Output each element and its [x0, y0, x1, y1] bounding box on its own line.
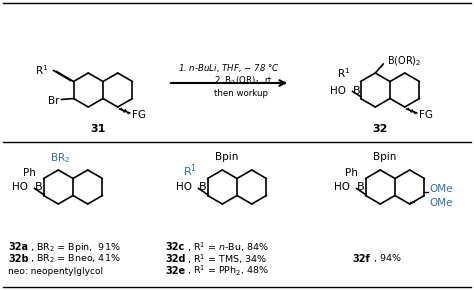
Text: FG: FG: [132, 110, 146, 120]
Text: 32d: 32d: [165, 254, 185, 264]
Text: BR$_2$: BR$_2$: [50, 151, 71, 165]
Text: 31: 31: [91, 124, 106, 134]
Text: 1. $n$-BuLi, THF, $-$ 78 °C: 1. $n$-BuLi, THF, $-$ 78 °C: [178, 62, 280, 74]
Text: R$^1$: R$^1$: [337, 67, 351, 80]
Text: R$^1$: R$^1$: [183, 162, 198, 179]
Text: , 94%: , 94%: [374, 255, 401, 264]
Text: FG: FG: [419, 110, 433, 120]
Text: Bpin: Bpin: [215, 152, 238, 162]
Text: B: B: [357, 182, 365, 193]
Text: 32e: 32e: [165, 266, 185, 276]
Text: then workup: then workup: [214, 88, 268, 97]
Text: , R$^1$ = $n$-Bu, 84%: , R$^1$ = $n$-Bu, 84%: [187, 240, 269, 254]
Text: Ph: Ph: [345, 168, 357, 177]
Text: B: B: [199, 182, 206, 193]
Text: R$^1$: R$^1$: [35, 64, 48, 77]
Text: OMe: OMe: [429, 198, 453, 209]
Text: , R$^1$ = PPh$_2$, 48%: , R$^1$ = PPh$_2$, 48%: [187, 264, 269, 278]
Text: Bpin: Bpin: [373, 152, 396, 162]
Text: 32c: 32c: [165, 242, 184, 252]
Text: 32b: 32b: [8, 254, 28, 264]
Text: 32a: 32a: [8, 242, 28, 252]
Text: Ph: Ph: [23, 168, 36, 177]
Text: , BR$_2$ = Bpin,  91%: , BR$_2$ = Bpin, 91%: [30, 240, 120, 253]
Text: HO: HO: [334, 182, 349, 193]
Text: HO: HO: [329, 86, 346, 95]
Text: 2. B$_2$(OR)$_4$, rt: 2. B$_2$(OR)$_4$, rt: [214, 75, 273, 87]
Text: , BR$_2$ = Bneo, 41%: , BR$_2$ = Bneo, 41%: [30, 253, 120, 265]
Text: 32f: 32f: [352, 254, 370, 264]
Text: B: B: [353, 86, 360, 95]
Text: Br: Br: [48, 97, 60, 106]
Text: 32: 32: [372, 124, 388, 134]
Text: , R$^1$ = TMS, 34%: , R$^1$ = TMS, 34%: [187, 252, 267, 266]
Text: B: B: [35, 182, 42, 193]
Text: OMe: OMe: [429, 184, 453, 195]
Text: B(OR)$_2$: B(OR)$_2$: [387, 54, 422, 68]
Text: HO: HO: [175, 182, 191, 193]
Text: HO: HO: [11, 182, 27, 193]
Text: neo: neopentylglycol: neo: neopentylglycol: [8, 267, 103, 275]
